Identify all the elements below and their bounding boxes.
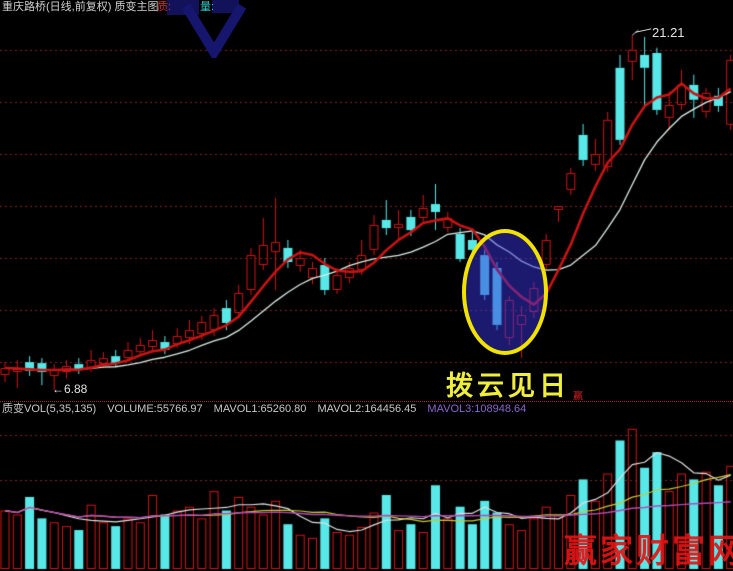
site-watermark: 赢家财富网	[564, 534, 733, 570]
price-indicator-label: 质:	[157, 1, 172, 13]
low-price-label: ←6.88	[52, 382, 88, 396]
high-price-label: 21.21	[652, 25, 685, 40]
volume-indicator-label: 量:	[200, 1, 215, 13]
seal-mark-icon: 赢	[573, 391, 583, 402]
vol-volume-value: VOLUME:55766.97	[107, 403, 203, 415]
v-logo-shape	[181, 3, 247, 58]
vol-mavol3-value: MAVOL3:108948.64	[427, 403, 527, 415]
stock-title: 重庆路桥(日线,前复权) 质变主图	[2, 1, 159, 13]
vol-indicator-name: 质变VOL(5,35,135)	[2, 403, 97, 415]
highlight-ellipse	[462, 229, 548, 355]
vol-mavol1-value: MAVOL1:65260.80	[213, 403, 307, 415]
vol-header-row: 质变VOL(5,35,135) VOLUME:55766.97 MAVOL1:6…	[0, 401, 733, 418]
vol-mavol2-value: MAVOL2:164456.45	[317, 403, 417, 415]
highlight-caption: 拨云见日	[446, 371, 570, 401]
